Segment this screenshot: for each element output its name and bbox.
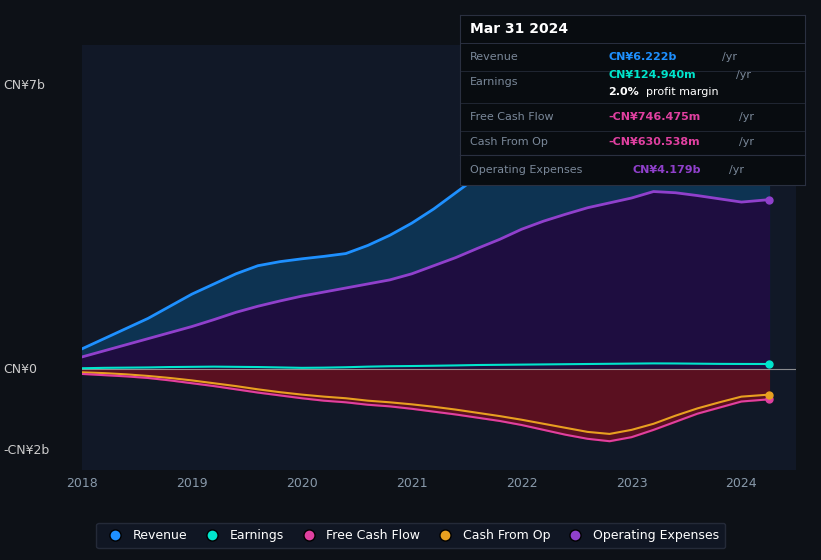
Text: Cash From Op: Cash From Op (470, 137, 548, 147)
Text: /yr: /yr (740, 112, 754, 122)
Text: -CN¥2b: -CN¥2b (3, 444, 49, 456)
Text: Mar 31 2024: Mar 31 2024 (470, 22, 568, 36)
Text: /yr: /yr (722, 52, 737, 62)
Text: -CN¥630.538m: -CN¥630.538m (608, 137, 700, 147)
Text: /yr: /yr (729, 165, 744, 175)
Text: /yr: /yr (740, 137, 754, 147)
Text: CN¥0: CN¥0 (3, 362, 37, 376)
Text: 2.0%: 2.0% (608, 87, 639, 97)
Text: CN¥7b: CN¥7b (3, 79, 45, 92)
Text: Revenue: Revenue (470, 52, 519, 62)
Text: profit margin: profit margin (646, 87, 719, 97)
Text: CN¥6.222b: CN¥6.222b (608, 52, 677, 62)
Legend: Revenue, Earnings, Free Cash Flow, Cash From Op, Operating Expenses: Revenue, Earnings, Free Cash Flow, Cash … (96, 522, 725, 548)
Text: CN¥4.179b: CN¥4.179b (632, 165, 701, 175)
Text: Earnings: Earnings (470, 77, 519, 87)
Text: CN¥124.940m: CN¥124.940m (608, 70, 696, 80)
Text: Operating Expenses: Operating Expenses (470, 165, 583, 175)
Text: /yr: /yr (736, 70, 751, 80)
Text: -CN¥746.475m: -CN¥746.475m (608, 112, 700, 122)
Text: Free Cash Flow: Free Cash Flow (470, 112, 554, 122)
